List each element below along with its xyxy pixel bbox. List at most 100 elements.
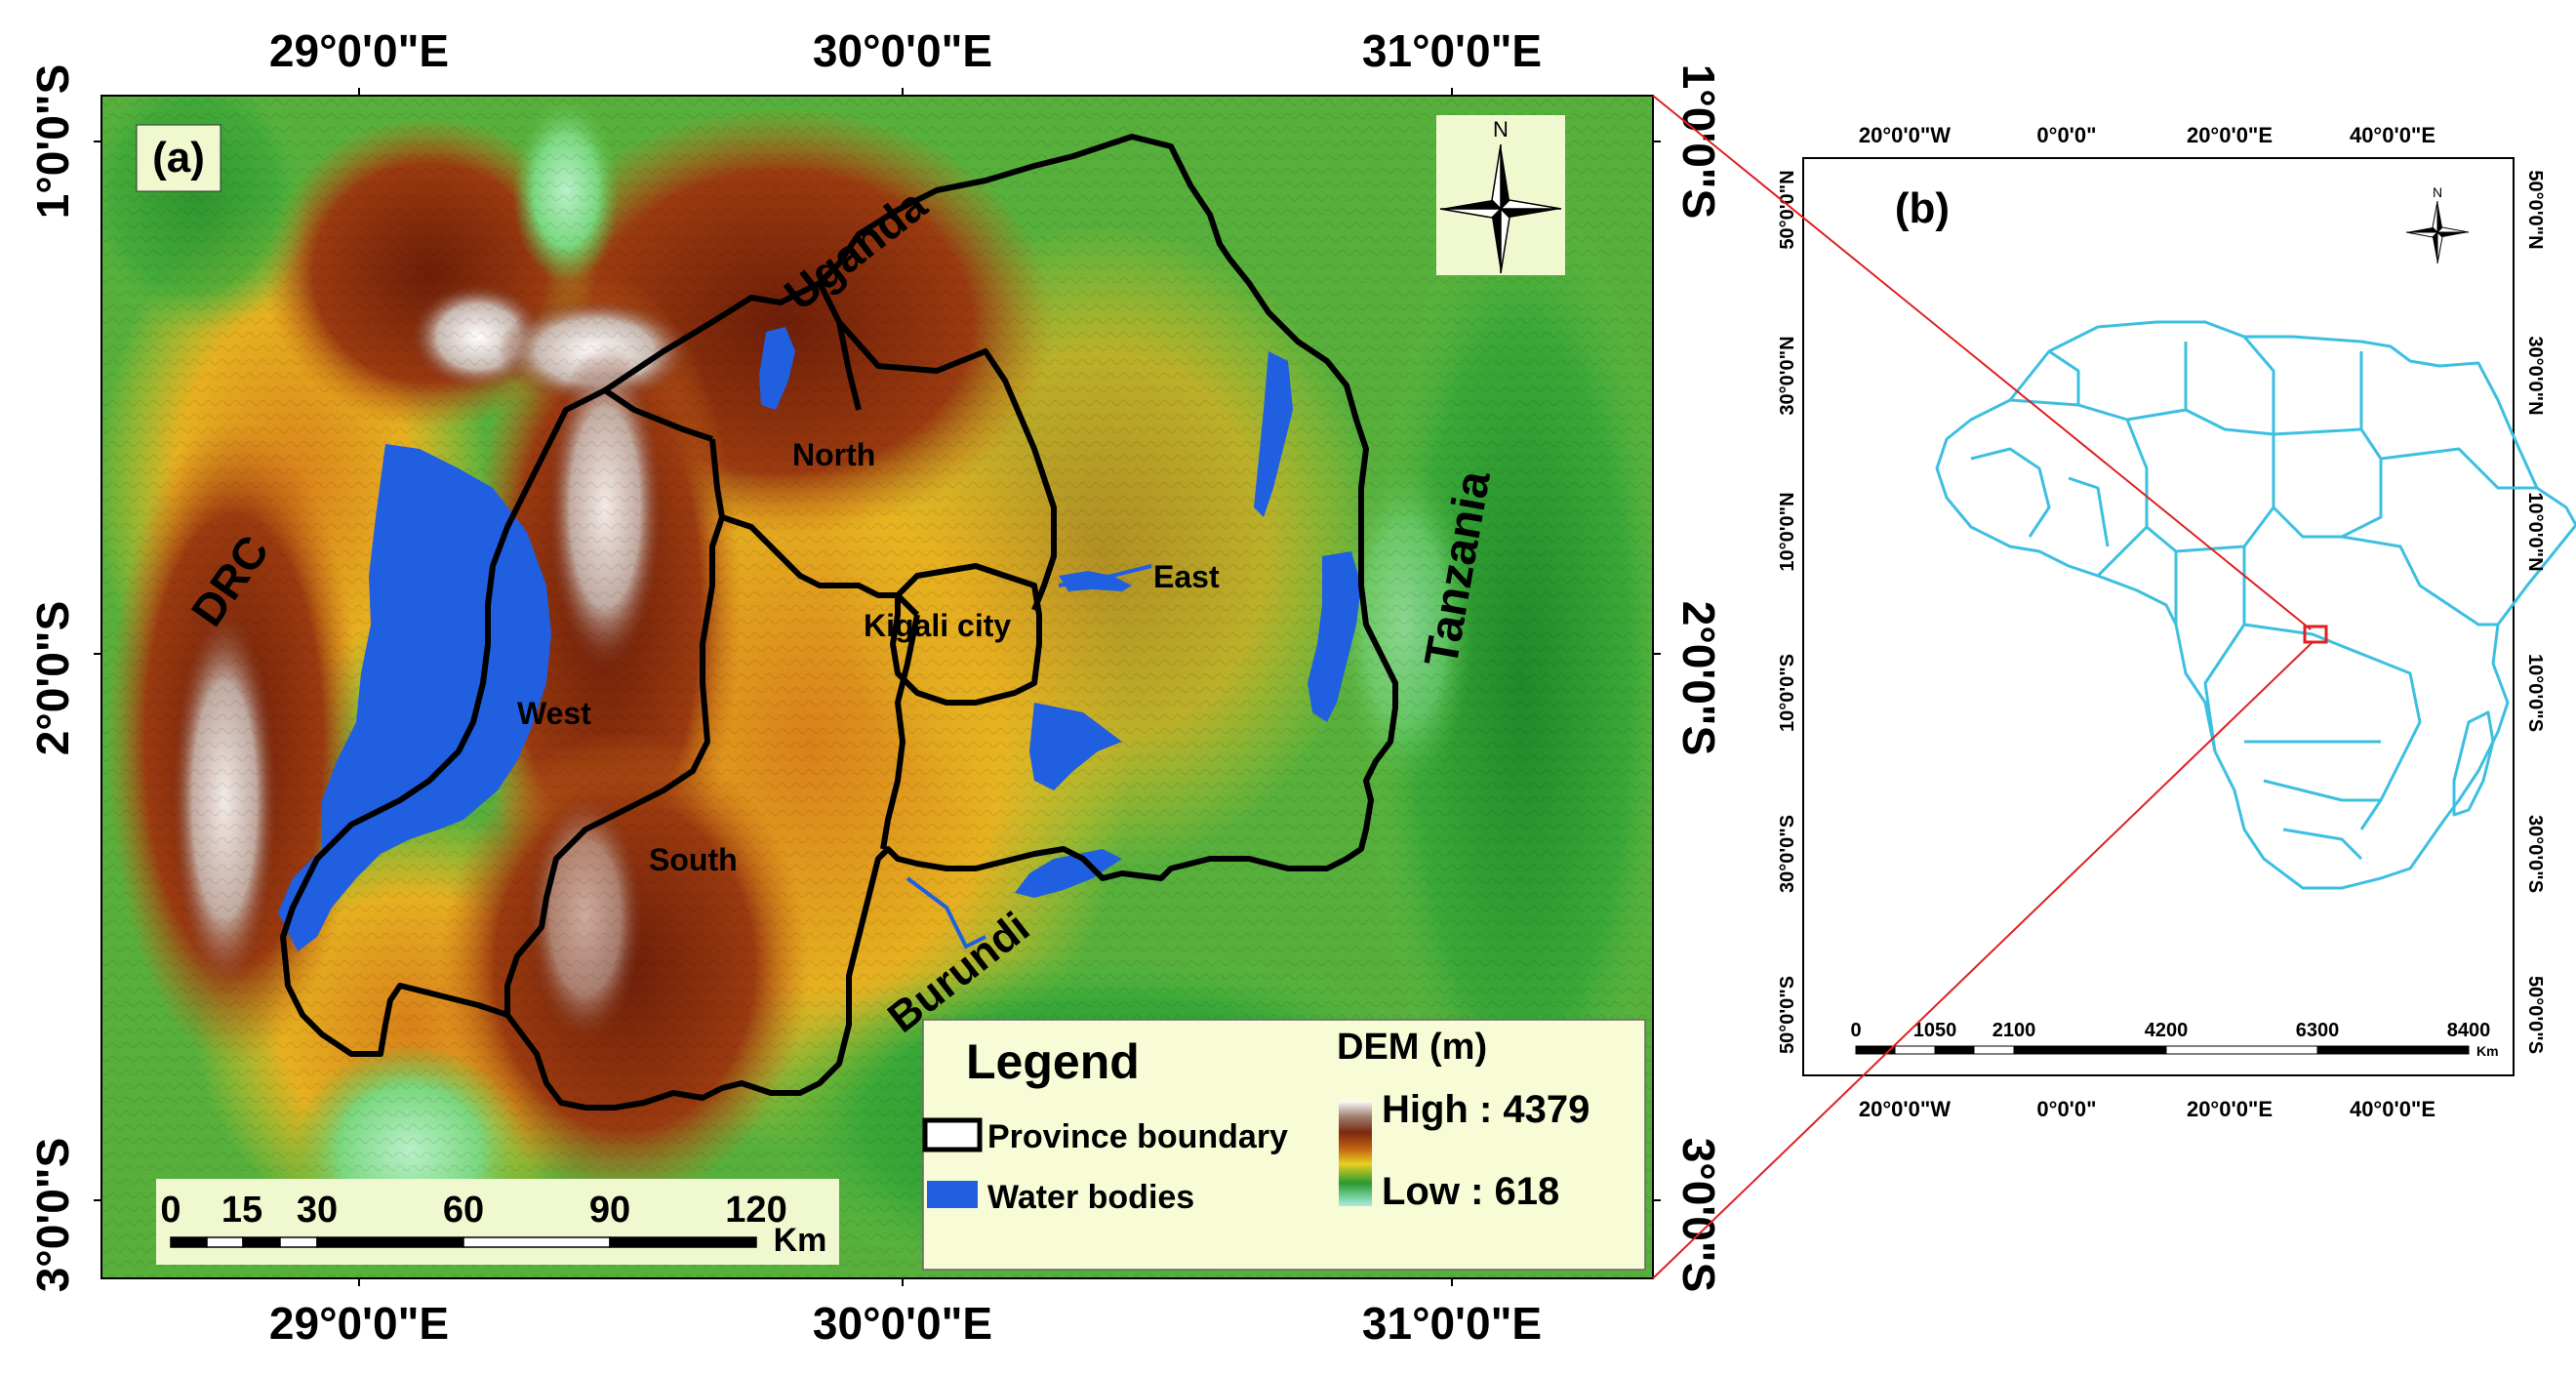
river-akagera: [1058, 564, 1152, 587]
boundary-north-west: [603, 387, 713, 442]
province-label-south: South: [649, 842, 738, 877]
madagascar: [2452, 710, 2495, 817]
panel-b-lat-right: 50°0'0"N 30°0'0"N 10°0'0"N 10°0'0"S 30°0…: [2524, 170, 2546, 1054]
lon-bottom-31: 31°0'0"E: [1362, 1298, 1542, 1349]
scale-bar-a-ticks: 0 15 30 60 90 120: [160, 1190, 786, 1231]
lon-top-29: 29°0'0"E: [269, 25, 449, 76]
north-arrow-a: N: [1436, 115, 1565, 275]
panel-a-label-text: (a): [152, 134, 205, 182]
map-a-frame: [101, 95, 1654, 1279]
scale-b-tick-0: 0: [1850, 1020, 1861, 1041]
north-arrow-a-label: N: [1493, 117, 1509, 141]
panel-a-ticks: [94, 88, 1661, 1286]
panel-a-lat-right: 1°0'0"S 2°0'0"S 3°0'0"S: [1673, 64, 1724, 1293]
connector-lines: [1652, 95, 2314, 1279]
province-label-north: North: [792, 437, 875, 472]
province-boundary-label: Province boundary: [987, 1118, 1288, 1155]
legend-province-boundary: Province boundary: [922, 1117, 1288, 1155]
scale-bar-b-unit: Km: [2476, 1043, 2499, 1059]
borders-2: [2126, 408, 2275, 553]
b-lon-top-0: 0°0'0": [2036, 123, 2096, 147]
panel-b-lon-top: 20°0'0"W 0°0'0" 20°0'0"E 40°0'0"E: [1859, 123, 2435, 147]
lakes-east-1: [1308, 551, 1361, 722]
boundary-north-2: [817, 281, 862, 411]
lon-top-31: 31°0'0"E: [1362, 25, 1542, 76]
b-lon-top-40e: 40°0'0"E: [2350, 123, 2435, 147]
legend-a-box: [922, 1019, 1646, 1271]
panel-a-lon-top: 29°0'0"E 30°0'0"E 31°0'0"E: [269, 25, 1542, 76]
borders-8: [2244, 740, 2381, 802]
b-lat-left-10s: 10°0'0"S: [1777, 654, 1798, 732]
legend-title: Legend: [966, 1034, 1140, 1089]
boundary-north-1: [709, 438, 725, 518]
scale-b-tick-8400: 8400: [2447, 1020, 2491, 1041]
lakes-bugesera: [1029, 703, 1122, 790]
panel-a-lon-bottom: 29°0'0"E 30°0'0"E 31°0'0"E: [269, 1298, 1542, 1349]
b-lon-bottom-20e: 20°0'0"E: [2187, 1097, 2273, 1121]
north-arrow-b-label: N: [2433, 184, 2442, 200]
scale-bar-b-ticks: 0 1050 2100 4200 6300 8400: [1850, 1020, 2490, 1041]
lon-bottom-30: 30°0'0"E: [813, 1298, 992, 1349]
scale-bar-b: 0 1050 2100 4200 6300 8400 Km: [1850, 1020, 2498, 1059]
scale-b-tick-1050: 1050: [1913, 1020, 1957, 1041]
scale-bar-a-segments: [170, 1236, 757, 1248]
scale-a-tick-90: 90: [589, 1190, 630, 1231]
borders-5: [2341, 535, 2498, 626]
lat-left-1: 1°0'0"S: [27, 64, 78, 220]
b-lat-right-10s: 10°0'0"S: [2524, 654, 2546, 732]
boundary-west-south: [721, 514, 920, 618]
scale-a-tick-0: 0: [160, 1190, 181, 1231]
lon-bottom-29: 29°0'0"E: [269, 1298, 449, 1349]
lat-right-2: 2°0'0"S: [1673, 601, 1724, 756]
b-lat-left-30s: 30°0'0"S: [1777, 815, 1798, 893]
lat-right-1: 1°0'0"S: [1673, 64, 1724, 220]
b-lon-bottom-40e: 40°0'0"E: [2350, 1097, 2435, 1121]
legend-water-bodies: Water bodies: [927, 1179, 1194, 1216]
panel-b-lat-left: 50°0'0"N 30°0'0"N 10°0'0"N 10°0'0"S 30°0…: [1777, 170, 1798, 1054]
lat-right-3: 3°0'0"S: [1673, 1138, 1724, 1293]
scale-a-tick-30: 30: [297, 1190, 338, 1231]
borders-7: [2243, 623, 2422, 830]
lake-kivu: [278, 444, 551, 951]
b-lat-right-50s: 50°0'0"S: [2524, 976, 2546, 1054]
borders-9: [2282, 828, 2363, 861]
dem-low-label: Low : 618: [1382, 1170, 1559, 1213]
study-area-box: [2303, 625, 2328, 644]
panel-a-lat-left: 1°0'0"S 2°0'0"S 3°0'0"S: [27, 64, 78, 1293]
b-lon-bottom-0: 0°0'0": [2036, 1097, 2096, 1121]
river-nyabarongo: [906, 876, 986, 950]
panel-a-label: (a): [136, 124, 221, 192]
map-b: N (b) 0 1050 2100 4200 6300 8400: [1777, 123, 2576, 1121]
rwanda-outline: [280, 134, 1398, 1111]
b-lat-right-10n: 10°0'0"N: [2524, 492, 2546, 571]
lat-left-2: 2°0'0"S: [27, 601, 78, 756]
lake-burera: [759, 327, 795, 410]
boundary-kigali: [890, 563, 1042, 706]
province-boundary-swatch: [922, 1117, 983, 1152]
scale-b-tick-2100: 2100: [1992, 1020, 2036, 1041]
map-b-frame: [1802, 157, 2515, 1076]
borders-10: [1970, 447, 2110, 547]
scale-bar-a: 0 15 30 60 90 120 Km: [156, 1179, 839, 1265]
legend-a: Legend Province boundary Water bodies DE…: [922, 1019, 1646, 1271]
boundary-west: [504, 516, 725, 1015]
lake-muhazi: [1059, 571, 1132, 591]
scale-a-tick-120: 120: [725, 1190, 786, 1231]
scale-a-tick-60: 60: [443, 1190, 484, 1231]
compass-icon: [1439, 143, 1562, 274]
africa-coast: [1935, 320, 2576, 890]
north-arrow-b: N: [2405, 184, 2470, 264]
water-bodies-swatch: [927, 1181, 978, 1208]
b-lat-left-50s: 50°0'0"S: [1777, 976, 1798, 1054]
scale-bar-b-segments: [1855, 1045, 2470, 1055]
boundary-south-east: [880, 614, 920, 850]
province-boundaries: [280, 134, 1398, 1111]
dem-title: DEM (m): [1337, 1027, 1487, 1068]
b-lat-left-10n: 10°0'0"N: [1777, 492, 1798, 571]
scale-bar-a-unit: Km: [774, 1222, 827, 1259]
connector-top: [1652, 95, 2312, 630]
connector-bottom: [1652, 641, 2314, 1279]
borders-4: [2380, 447, 2537, 490]
boundary-north-east: [836, 320, 1057, 612]
b-lon-bottom-20w: 20°0'0"W: [1859, 1097, 1951, 1121]
